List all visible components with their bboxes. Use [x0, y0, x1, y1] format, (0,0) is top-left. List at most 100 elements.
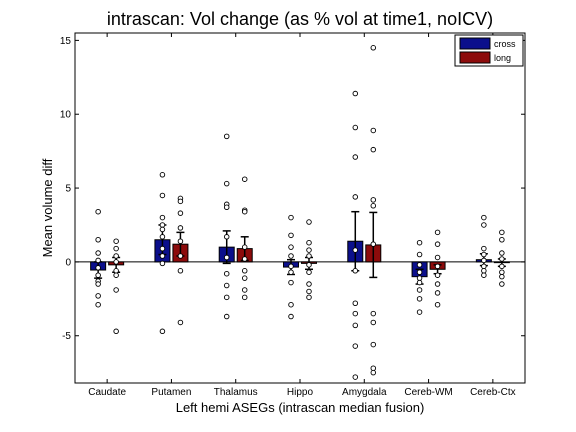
x-tick-label: Cereb-WM [404, 387, 452, 398]
data-point [223, 270, 230, 277]
data-point [159, 253, 166, 259]
data-point [481, 263, 487, 270]
legend-label-cross: cross [494, 39, 516, 49]
data-point [306, 253, 312, 259]
data-point [95, 281, 101, 287]
data-point [370, 45, 377, 51]
data-point [416, 287, 423, 293]
data-point [352, 268, 359, 274]
data-point [159, 328, 166, 335]
data-point [95, 208, 101, 215]
data-point [113, 287, 119, 293]
x-axis-label: Left hemi ASEGs (intrascan median fusion… [176, 400, 425, 415]
data-point [499, 269, 505, 275]
data-point [370, 127, 377, 134]
data-point [306, 269, 312, 275]
data-point [481, 268, 487, 274]
data-point [499, 229, 505, 236]
data-point [370, 319, 377, 326]
data-point [241, 287, 248, 293]
data-point [95, 293, 101, 299]
data-point [352, 90, 359, 97]
data-point [288, 263, 294, 270]
data-point [159, 192, 166, 199]
data-point [306, 294, 312, 301]
legend-swatch-long [459, 51, 491, 64]
data-point [223, 133, 230, 140]
data-point [416, 239, 423, 246]
data-point [223, 282, 230, 289]
legend-swatch-cross [459, 37, 491, 50]
data-point [95, 272, 101, 278]
x-tick-label: Thalamus [214, 387, 258, 398]
data-point [481, 257, 487, 264]
data-point [434, 229, 441, 236]
data-point [177, 225, 184, 231]
data-point [223, 204, 230, 211]
data-point [481, 222, 487, 228]
data-point [352, 124, 359, 131]
data-point [241, 294, 248, 301]
legend: cross long [454, 34, 524, 67]
data-point [434, 272, 441, 278]
data-point [434, 290, 441, 296]
y-tick-label: 15 [60, 36, 72, 47]
data-point [95, 237, 101, 243]
data-point [288, 214, 294, 221]
data-point [416, 262, 423, 268]
data-point [370, 146, 377, 153]
data-point [223, 294, 230, 301]
data-point [241, 244, 248, 250]
data-point [288, 313, 294, 320]
data-point [370, 203, 377, 209]
data-point [352, 194, 359, 200]
x-tick-label: Hippo [287, 387, 314, 398]
data-point [499, 250, 505, 256]
data-point [434, 241, 441, 247]
plot-area [74, 32, 526, 384]
data-point [159, 234, 166, 240]
y-axis-label: Mean volume diff [40, 158, 55, 257]
data-point [499, 263, 505, 270]
data-point [241, 256, 248, 262]
data-point [370, 369, 377, 376]
data-point [434, 281, 441, 287]
legend-label-long: long [494, 53, 511, 63]
data-point [159, 245, 166, 252]
data-point [95, 265, 101, 271]
data-point [95, 301, 101, 308]
data-point [113, 272, 119, 278]
data-point [370, 197, 377, 203]
data-point [481, 272, 487, 278]
data-point [113, 245, 119, 252]
data-point [159, 172, 166, 178]
y-tick-label: -5 [62, 331, 71, 342]
data-point [113, 253, 119, 259]
data-point [241, 268, 248, 274]
data-point [288, 269, 294, 275]
data-point [352, 343, 359, 349]
data-point [434, 254, 441, 261]
data-point [352, 154, 359, 160]
data-point [352, 300, 359, 307]
data-point [416, 296, 423, 302]
data-point [499, 256, 505, 262]
data-point [370, 310, 377, 317]
data-point [113, 238, 119, 244]
data-point [306, 247, 312, 253]
data-point [370, 341, 377, 348]
data-point [352, 310, 359, 317]
data-point [306, 219, 312, 225]
data-point [177, 198, 184, 205]
data-point [223, 234, 230, 240]
data-point [177, 268, 184, 274]
data-point [95, 250, 101, 256]
data-point [177, 253, 184, 259]
y-tick-label: 5 [65, 184, 71, 195]
data-point [223, 313, 230, 320]
data-point [95, 257, 101, 264]
data-point [416, 275, 423, 281]
data-point [352, 247, 359, 253]
data-point [306, 239, 312, 246]
